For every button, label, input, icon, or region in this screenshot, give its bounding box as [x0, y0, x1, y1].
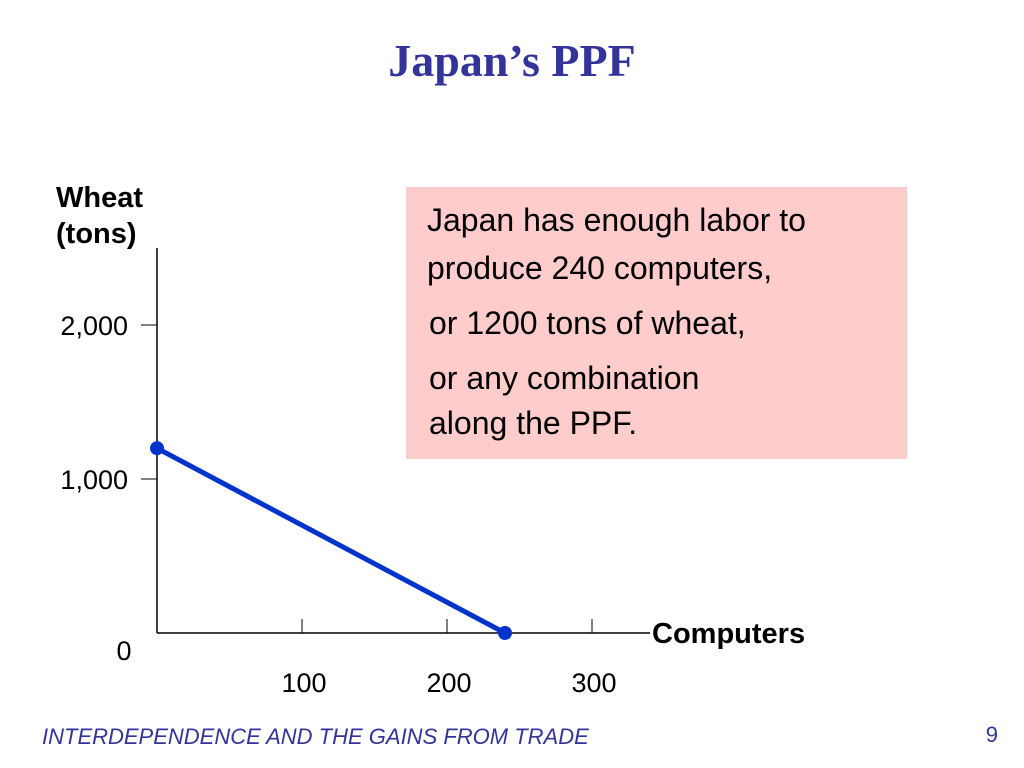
y-tick-label: 1,000 — [60, 465, 128, 495]
callout-line-4: or any combination — [429, 360, 700, 396]
slide-title: Japan’s PPF — [388, 35, 636, 86]
ppf-endpoint — [150, 441, 164, 456]
y-axis-label: Wheat (tons) — [56, 180, 166, 252]
ppf-endpoint — [498, 626, 512, 640]
x-tick-label: 300 — [571, 668, 616, 698]
callout-line-3: or 1200 tons of wheat, — [429, 305, 746, 341]
callout-line-1: Japan has enough labor to — [427, 202, 806, 238]
origin-label: 0 — [116, 636, 131, 666]
callout-line-5: along the PPF. — [429, 405, 638, 441]
x-tick-label: 200 — [426, 668, 471, 698]
callout-line-2: produce 240 computers, — [427, 250, 773, 286]
y-axis-label-line-1: Wheat — [56, 182, 143, 214]
y-tick-label: 2,000 — [60, 311, 128, 341]
page-number: 9 — [985, 722, 998, 747]
y-axis-label-line-2: (tons) — [56, 218, 137, 250]
x-tick-label: 100 — [281, 668, 326, 698]
slide-footer: INTERDEPENDENCE AND THE GAINS FROM TRADE — [42, 724, 589, 749]
ppf-callout-box: Japan has enough labor to produce 240 co… — [406, 187, 907, 459]
ppf-line — [154, 445, 508, 636]
x-axis-label: Computers — [652, 618, 806, 650]
